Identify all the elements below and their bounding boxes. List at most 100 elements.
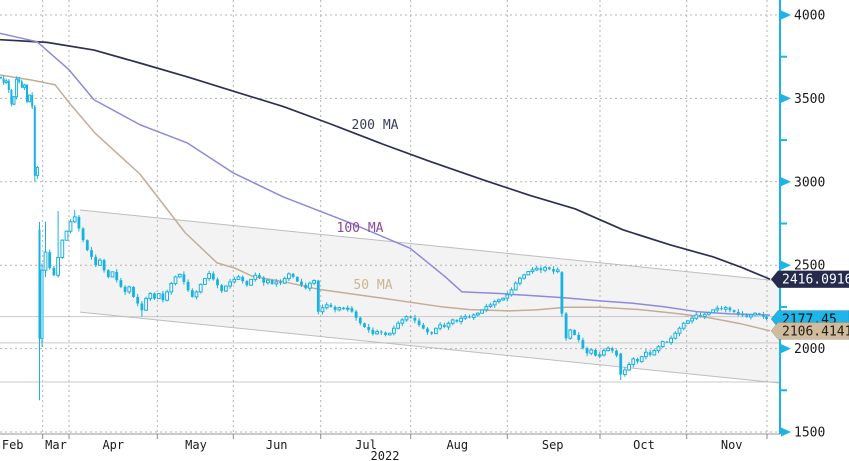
candle-body-down: [186, 281, 190, 291]
candle-body-up: [35, 167, 39, 177]
candle-body-down: [636, 358, 639, 362]
candle-body-up: [723, 307, 728, 310]
candle-body-up: [438, 324, 443, 329]
candle-body-down: [560, 272, 564, 314]
candle-body-up: [644, 351, 648, 358]
candle-body-up: [404, 316, 409, 321]
candle-body-down: [539, 268, 543, 271]
candle-body-down: [81, 228, 85, 241]
candle-body-down: [765, 316, 768, 320]
candle-body-down: [430, 332, 434, 334]
candle-body-up: [589, 349, 594, 354]
candle-body-up: [522, 274, 527, 279]
candle-body-down: [300, 281, 303, 285]
candle-body-up: [110, 271, 115, 278]
candle-body-up: [602, 350, 606, 356]
candle-body-up: [534, 267, 539, 271]
candle-body-down: [547, 267, 551, 270]
candle-body-up: [686, 320, 690, 324]
y-axis-minor-tick: [781, 305, 787, 308]
x-axis-month-label: Aug: [446, 438, 468, 452]
candle-body-up: [22, 84, 26, 89]
candle-body-down: [31, 95, 34, 107]
candle-body-down: [741, 313, 744, 316]
candle-body-up: [127, 286, 132, 293]
candle-body-up: [434, 327, 438, 335]
candle-body-down: [585, 348, 589, 354]
candle-body-up: [4, 80, 8, 84]
candle-body-up: [627, 363, 632, 371]
candle-body-down: [161, 293, 165, 301]
candle-body-down: [367, 326, 371, 330]
candle-body-down: [241, 276, 245, 282]
candle-body-down: [762, 314, 765, 317]
candle-body-down: [442, 324, 446, 327]
candle-body-up: [232, 278, 237, 283]
candle-body-up: [459, 317, 464, 323]
candle-body-up: [702, 313, 707, 318]
ma-100-line: [0, 32, 771, 316]
candle-body-down: [220, 285, 224, 292]
candle-body-down: [699, 314, 702, 317]
candle-body-down: [384, 332, 387, 335]
candle-body-up: [480, 309, 485, 314]
candle-body-down: [245, 281, 249, 286]
candle-body-down: [2, 78, 5, 83]
candle-body-down: [648, 352, 652, 355]
y-axis-major-tick-arrow: [781, 344, 791, 354]
candle-body-up: [652, 350, 657, 356]
ma-50-line: [0, 74, 771, 332]
candle-body-up: [450, 319, 455, 324]
candle-body-up: [173, 276, 178, 285]
candle-body-up: [15, 78, 19, 98]
ma-50-label: 50 MA: [353, 278, 392, 293]
candle-body-down: [48, 252, 52, 268]
y-axis-tick-label: 3500: [794, 92, 825, 107]
candle-body-up: [711, 309, 716, 314]
candle-body-up: [43, 251, 48, 271]
candle-body-down: [26, 85, 28, 102]
candle-body-down: [468, 316, 471, 318]
price-tag-2106-4141: 2106.4141: [770, 322, 849, 340]
candle-body-up: [669, 337, 674, 344]
candle-body-up: [509, 289, 514, 296]
regression-channel: [80, 209, 780, 384]
candle-body-up: [753, 312, 758, 316]
candle-body-down: [363, 323, 366, 327]
candle-body-down: [106, 270, 110, 277]
candle-body-up: [64, 230, 69, 241]
candle-body-up: [236, 276, 241, 280]
candle-body-up: [249, 278, 253, 286]
candle-body-down: [732, 310, 736, 312]
candle-body-down: [258, 275, 261, 278]
candle-body-up: [501, 297, 506, 301]
candle-body-down: [262, 277, 266, 283]
candle-body-down: [153, 293, 156, 299]
candle-series: [0, 75, 768, 401]
y-axis[interactable]: [779, 0, 791, 437]
candle-body-up: [203, 278, 207, 285]
candle-body-up: [660, 341, 665, 348]
y-axis-minor-tick: [781, 139, 787, 142]
candle-body-down: [7, 80, 10, 91]
candle-body-down: [350, 308, 354, 312]
candle-body-down: [182, 274, 186, 282]
candle-body-up: [165, 291, 169, 301]
candle-body-up: [345, 307, 350, 310]
candle-body-down: [619, 353, 623, 375]
x-axis-month-label: Jun: [266, 438, 288, 452]
y-axis-major-tick-arrow: [781, 177, 791, 187]
y-axis-major-tick-arrow: [781, 260, 791, 270]
candle-body-up: [156, 293, 161, 300]
candle-body-up: [749, 314, 753, 318]
candle-body-up: [287, 273, 291, 280]
price-tag-value: 2416.0916: [782, 273, 849, 288]
candle-body-up: [681, 322, 686, 329]
candle-body-up: [98, 259, 102, 266]
candle-body-down: [379, 331, 383, 333]
candle-body-up: [198, 283, 203, 293]
candle-body-up: [673, 332, 678, 339]
y-axis-line: [779, 0, 781, 434]
